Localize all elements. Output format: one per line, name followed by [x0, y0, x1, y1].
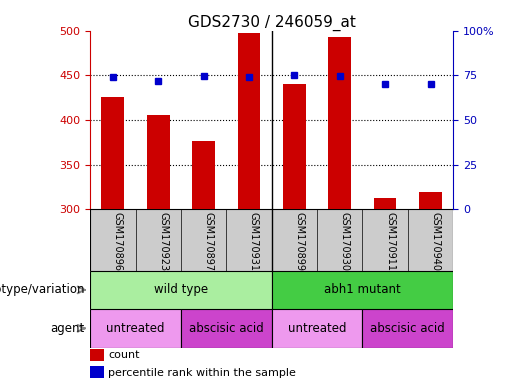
Bar [192, 141, 215, 209]
Bar [283, 84, 306, 209]
Text: agent: agent [50, 322, 85, 335]
Bar [419, 192, 442, 209]
Bar [90, 309, 181, 348]
Bar [90, 271, 272, 309]
Text: percentile rank within the sample: percentile rank within the sample [108, 367, 296, 377]
Text: GSM170931: GSM170931 [249, 212, 259, 271]
Text: GSM170896: GSM170896 [113, 212, 123, 271]
Bar [272, 309, 363, 348]
Text: GSM170940: GSM170940 [431, 212, 440, 271]
Title: GDS2730 / 246059_at: GDS2730 / 246059_at [188, 15, 355, 31]
Text: abscisic acid: abscisic acid [189, 322, 264, 335]
Text: GSM170899: GSM170899 [295, 212, 304, 271]
Bar [90, 349, 104, 361]
Text: GSM170911: GSM170911 [385, 212, 395, 271]
Text: untreated: untreated [288, 322, 346, 335]
Text: GSM170930: GSM170930 [340, 212, 350, 271]
Bar [272, 271, 453, 309]
Bar [329, 37, 351, 209]
Text: GSM170897: GSM170897 [203, 212, 214, 271]
Text: wild type: wild type [154, 283, 208, 296]
Bar [237, 33, 260, 209]
Bar [90, 366, 104, 379]
Bar [374, 198, 397, 209]
Text: untreated: untreated [106, 322, 165, 335]
Text: GSM170923: GSM170923 [158, 212, 168, 271]
Bar [101, 97, 124, 209]
Text: abscisic acid: abscisic acid [370, 322, 445, 335]
Text: abh1 mutant: abh1 mutant [324, 283, 401, 296]
Bar [363, 309, 453, 348]
Bar [147, 115, 169, 209]
Bar [181, 309, 272, 348]
Text: count: count [108, 350, 140, 360]
Text: genotype/variation: genotype/variation [0, 283, 85, 296]
